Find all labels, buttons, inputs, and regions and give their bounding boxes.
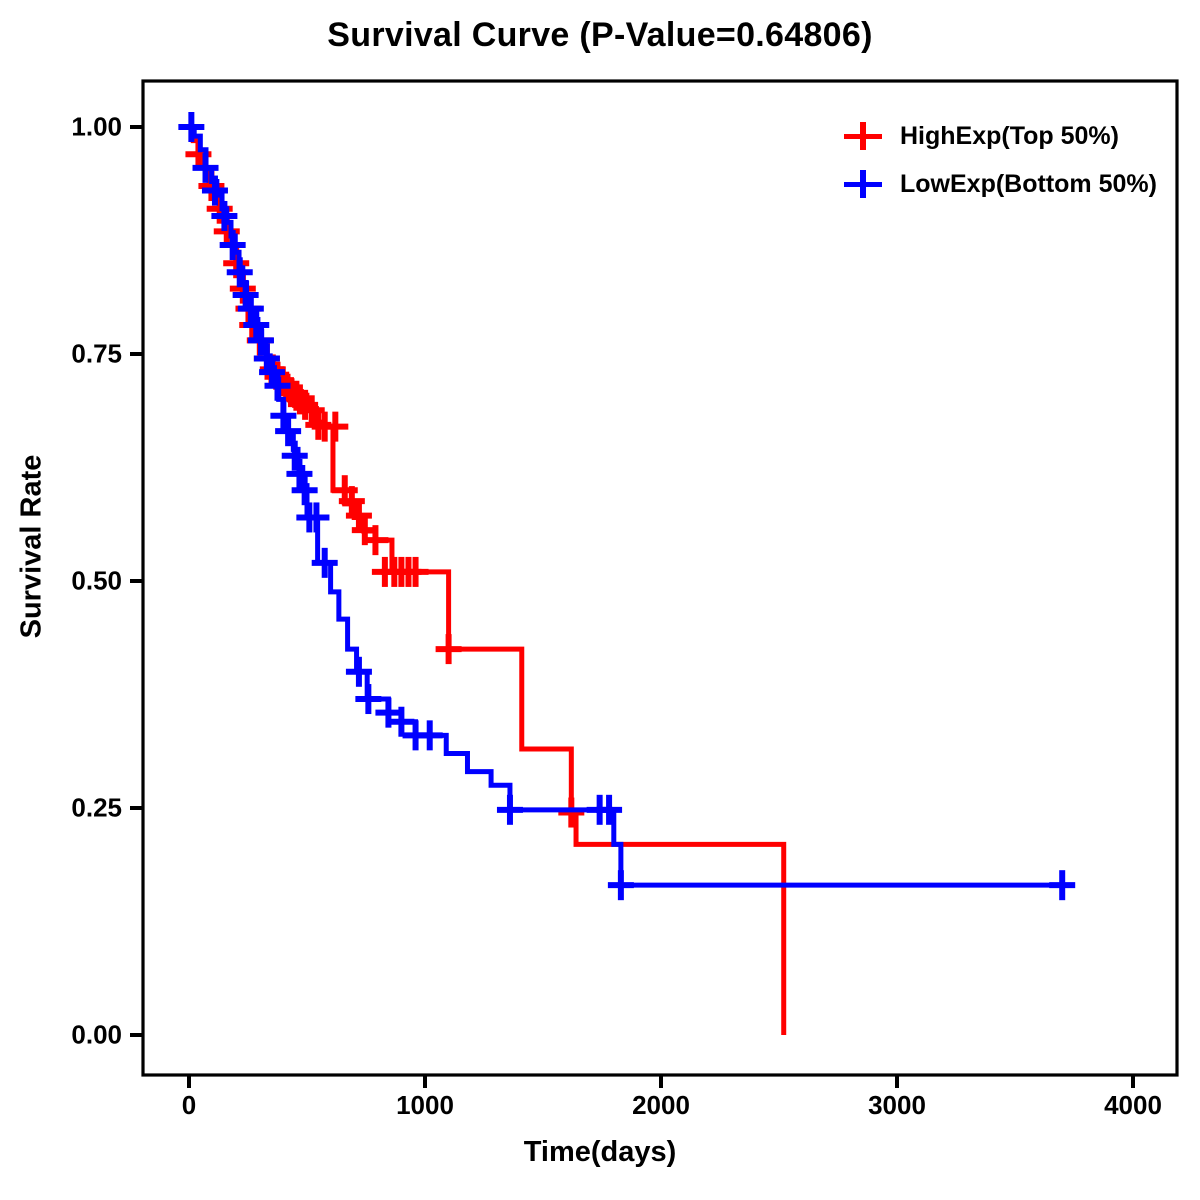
legend-label-low-exp: LowExp(Bottom 50%): [900, 169, 1157, 198]
x-tick-label: 2000: [632, 1090, 690, 1120]
y-tick-label: 0.25: [71, 792, 122, 823]
survival-step-line: [189, 124, 787, 1035]
legend-item-high-exp[interactable]: HighExp(Top 50%): [840, 112, 1170, 160]
series-low-exp: [178, 112, 1076, 901]
legend-label-high-exp: HighExp(Top 50%): [900, 121, 1119, 150]
y-tick-label: 0.75: [71, 338, 122, 369]
axis-ticks: [130, 125, 1135, 1088]
legend-item-low-exp[interactable]: LowExp(Bottom 50%): [840, 160, 1170, 208]
plus-marker-icon: [840, 119, 886, 153]
x-tick-label: 1000: [396, 1090, 454, 1120]
censoring-marks: [178, 112, 1076, 901]
x-tick-label: 4000: [1104, 1090, 1162, 1120]
x-tick-label: 0: [181, 1090, 197, 1120]
plus-marker-icon: [840, 167, 886, 201]
legend: HighExp(Top 50%) LowExp(Bottom 50%): [840, 112, 1170, 208]
plot-frame: [141, 79, 1179, 1077]
x-tick-label: 3000: [868, 1090, 926, 1120]
chart-title: Survival Curve (P-Value=0.64806): [327, 16, 873, 54]
y-tick-label: 1.00: [71, 111, 122, 142]
series-high-exp: [185, 124, 787, 1035]
x-axis-title: Time(days): [523, 1136, 677, 1168]
y-tick-label: 0.50: [71, 565, 122, 596]
y-tick-label: 0.00: [71, 1019, 122, 1050]
survival-step-line: [189, 124, 1063, 888]
